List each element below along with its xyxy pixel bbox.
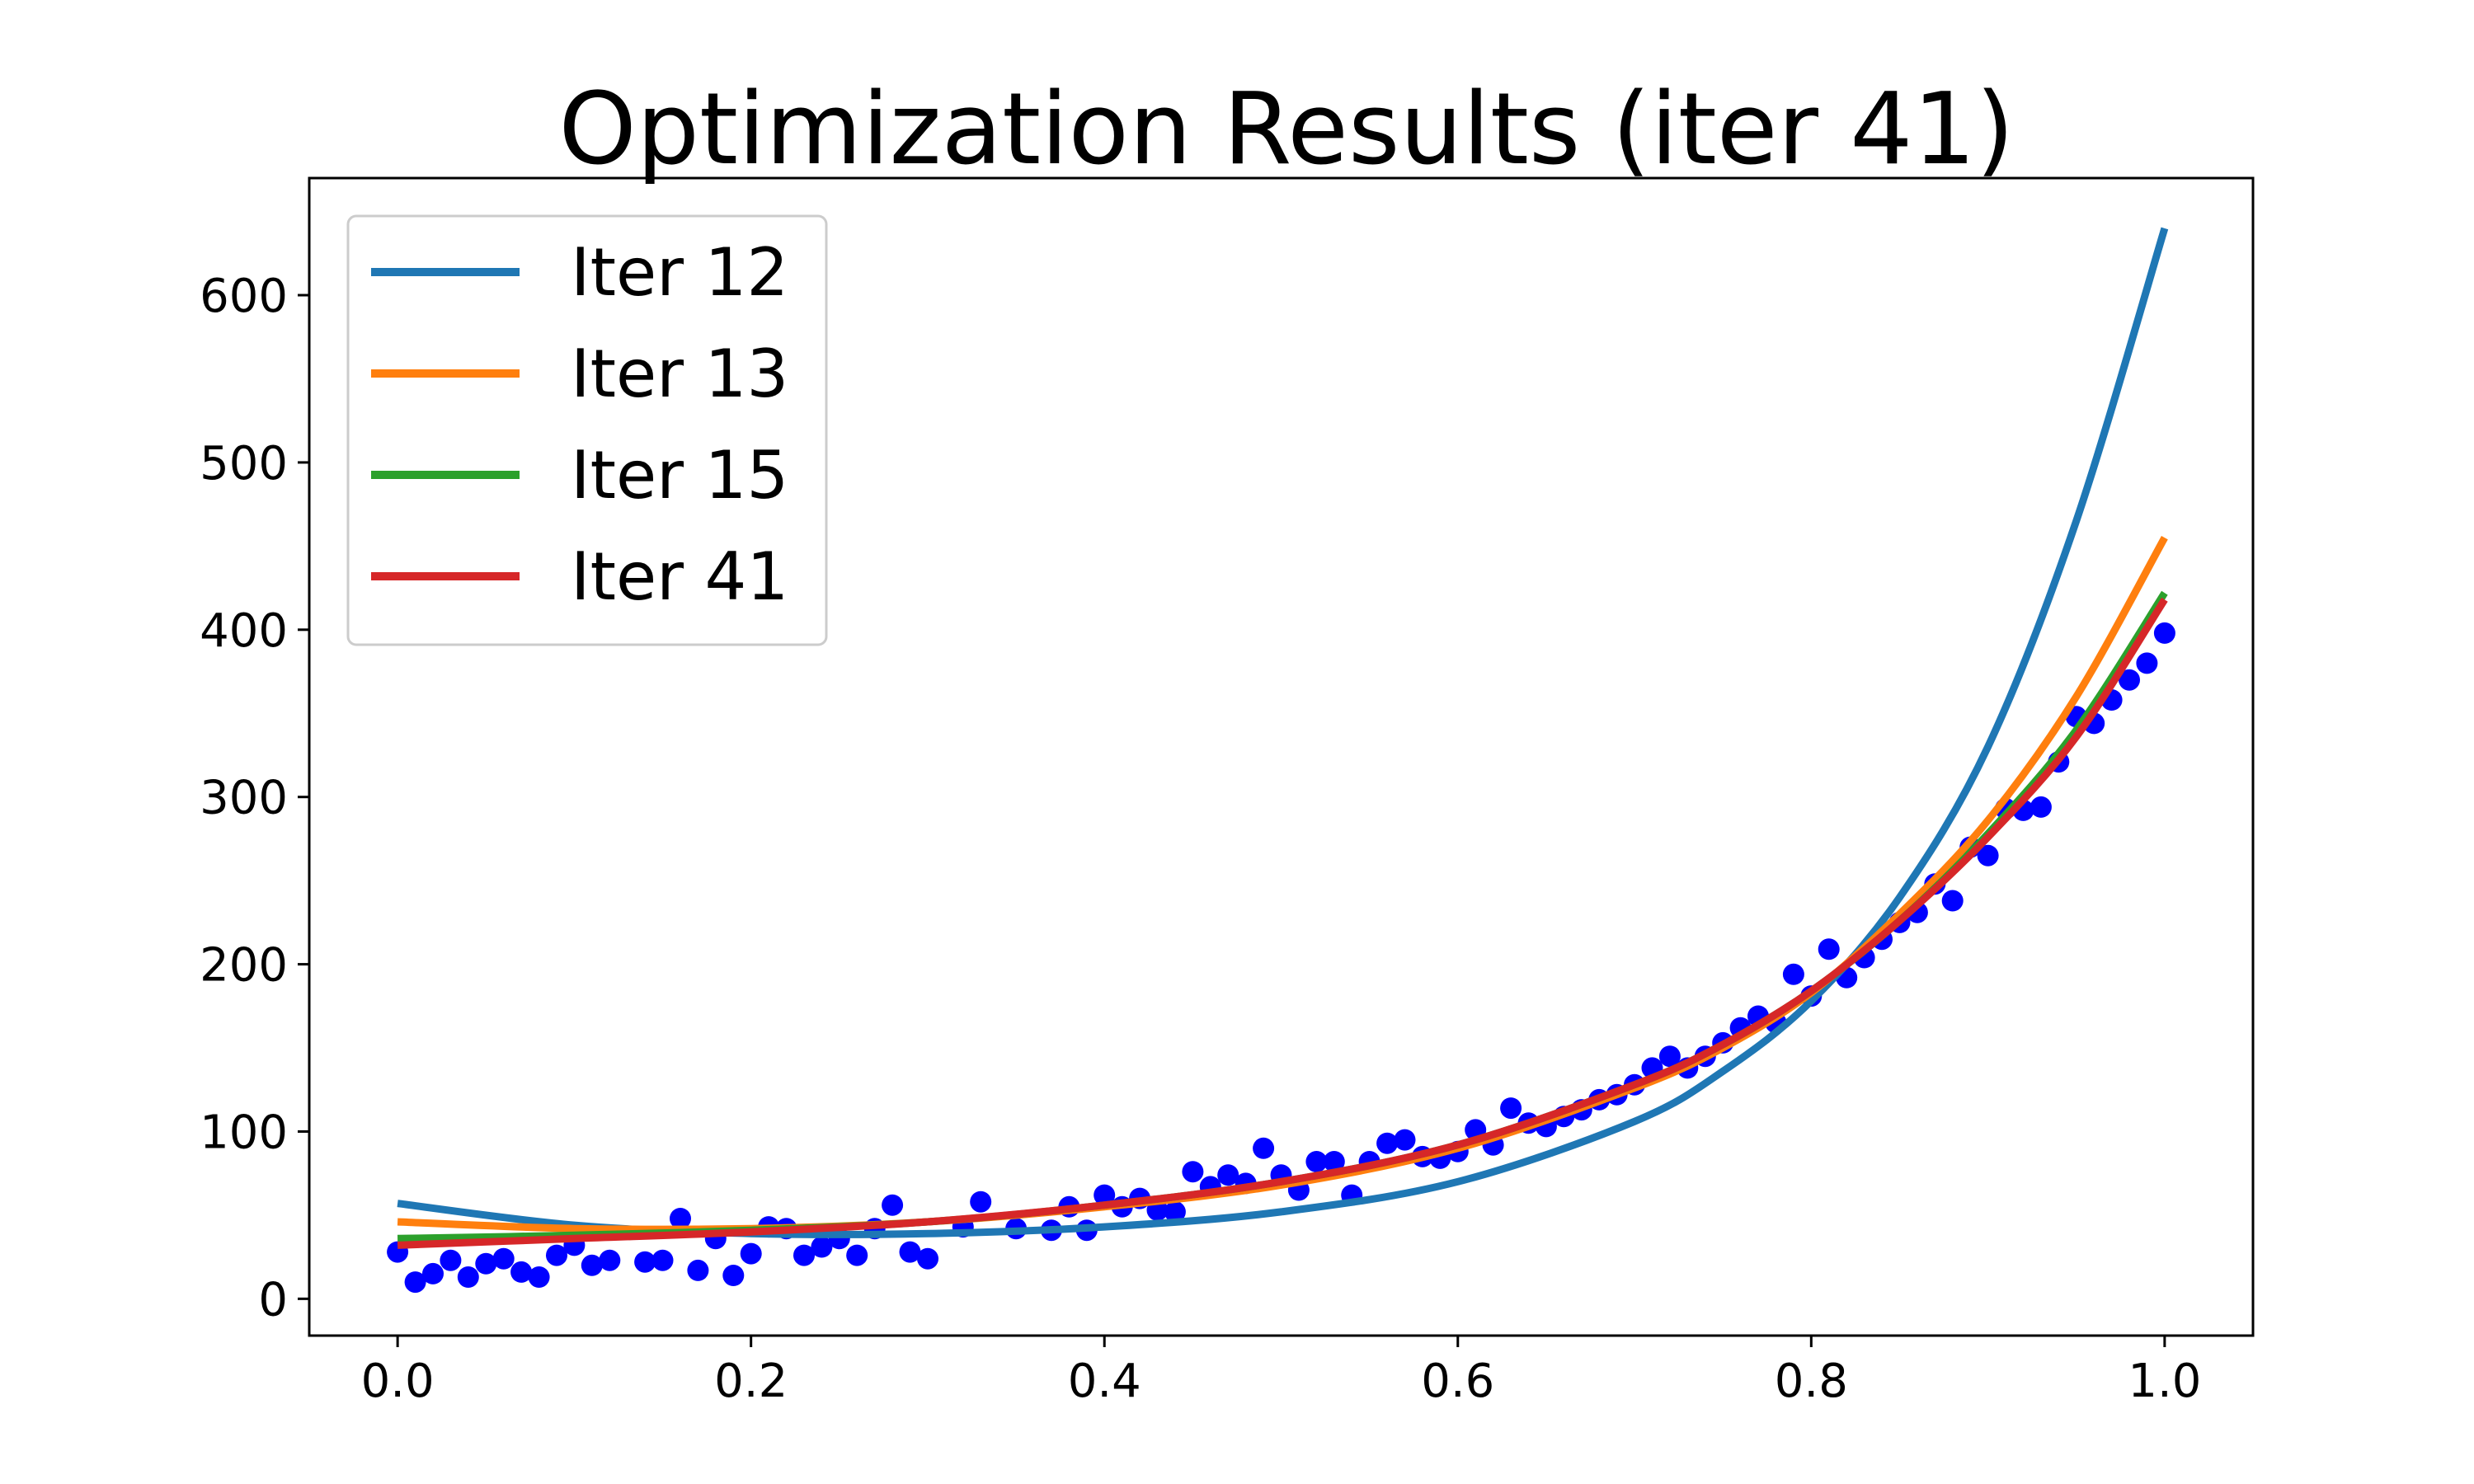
scatter-point: [846, 1244, 868, 1266]
y-tick-label: 500: [200, 437, 288, 491]
scatter-point: [492, 1247, 515, 1270]
y-tick-label: 600: [200, 270, 288, 323]
scatter-point: [1164, 1200, 1186, 1223]
scatter-point: [2119, 669, 2140, 691]
scatter-point: [651, 1249, 674, 1271]
scatter-point: [917, 1247, 938, 1270]
scatter-point: [510, 1261, 533, 1283]
scatter-point: [670, 1208, 691, 1229]
scatter-point: [1394, 1129, 1416, 1151]
legend-label: Iter 13: [571, 336, 788, 412]
y-tick-label: 100: [200, 1106, 288, 1159]
y-tick-label: 300: [200, 772, 288, 825]
legend: Iter 12 Iter 13 Iter 15 Iter 41: [346, 214, 828, 646]
x-tick-label: 0.2: [714, 1355, 788, 1408]
scatter-point: [1977, 844, 1999, 866]
scatter-point: [1500, 1097, 1522, 1120]
scatter-point: [1253, 1137, 1275, 1159]
scatter-point: [546, 1244, 567, 1266]
scatter-point: [793, 1244, 815, 1266]
legend-label: Iter 15: [571, 437, 788, 514]
scatter-point: [2136, 652, 2158, 674]
scatter-point: [634, 1251, 656, 1273]
x-tick-label: 0.8: [1775, 1355, 1848, 1408]
y-tick-label: 400: [200, 604, 288, 658]
legend-box: [346, 214, 828, 646]
scatter-point: [404, 1271, 426, 1294]
scatter-point: [1305, 1151, 1328, 1172]
scatter-point: [1094, 1184, 1116, 1206]
scatter-point: [599, 1249, 621, 1271]
scatter-point: [899, 1241, 921, 1263]
x-tick-label: 1.0: [2128, 1355, 2201, 1408]
scatter-point: [440, 1249, 462, 1271]
legend-label: Iter 12: [571, 234, 788, 311]
scatter-point: [1941, 890, 1964, 912]
scatter-point: [722, 1265, 745, 1286]
scatter-point: [457, 1266, 479, 1288]
x-axis: 0.0 0.2 0.4 0.6 0.8 1.0: [361, 1336, 2201, 1408]
scatter-point: [882, 1194, 904, 1216]
y-tick-label: 200: [200, 939, 288, 993]
scatter-point: [1323, 1151, 1345, 1172]
series-line-iter-41: [397, 597, 2168, 1249]
scatter-point: [2153, 622, 2175, 644]
scatter-point: [581, 1254, 603, 1276]
scatter-point: [2030, 796, 2052, 818]
plot-area: [387, 227, 2175, 1294]
scatter-point: [1376, 1132, 1399, 1154]
scatter-point: [687, 1259, 709, 1281]
scatter-point: [1782, 963, 1804, 985]
x-tick-label: 0.4: [1068, 1355, 1141, 1408]
y-tick-label: 0: [258, 1273, 288, 1327]
scatter-point: [422, 1262, 444, 1284]
scatter-point: [475, 1252, 497, 1275]
scatter-point: [1818, 938, 1840, 960]
axes-frame: [308, 176, 2255, 1337]
x-tick-label: 0.0: [361, 1355, 435, 1408]
scatter-point: [811, 1236, 833, 1258]
scatter-point: [1217, 1164, 1239, 1186]
y-axis: 0 100 200 300 400 500 600: [200, 270, 309, 1327]
scatter-point: [970, 1190, 992, 1213]
legend-label: Iter 41: [571, 538, 788, 615]
scatter-point: [1182, 1161, 1204, 1183]
scatter-point: [740, 1242, 762, 1265]
chart-title: Optimization Results (iter 41): [558, 73, 2014, 187]
x-tick-label: 0.6: [1421, 1355, 1494, 1408]
scatter-point: [528, 1266, 550, 1288]
scatter-point: [1658, 1045, 1681, 1068]
